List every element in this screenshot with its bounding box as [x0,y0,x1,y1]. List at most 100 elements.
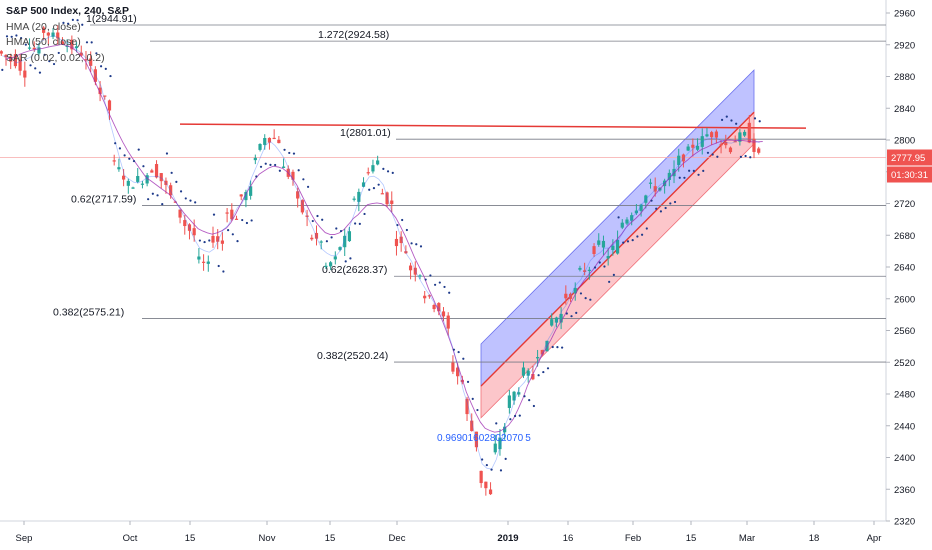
candle-body [578,267,582,270]
sar-dot [509,418,512,421]
candle-body [169,185,173,196]
sar-dot [490,468,493,471]
candle-body [587,269,591,271]
candle-body [145,175,149,184]
candle-body [234,218,239,220]
sar-dot [368,188,371,191]
candle-body [305,215,309,217]
sar-dot [495,422,498,425]
candle-body [423,295,427,299]
sar-dot [194,201,197,204]
sar-dot [335,227,338,230]
sar-dot [415,243,418,246]
sar-dot [575,311,578,314]
sar-dot [198,239,201,242]
sar-dot [339,229,343,233]
candle-body [705,134,709,137]
x-tick-label: 15 [686,533,697,544]
candle-body [366,172,370,174]
fib-level-label: 1(2944.91) [86,13,137,25]
y-tick-label: 2520 [894,358,915,369]
resistance-line [179,123,807,129]
sar-dot [720,118,724,121]
candle-body [70,39,74,50]
y-tick-label: 2840 [894,104,915,115]
sar-dot [462,357,465,360]
y-tick-label: 2920 [894,40,915,51]
candle-body [700,136,704,147]
sar-dot [325,240,328,243]
candle-body [46,32,50,36]
sar-dot [758,120,761,123]
sar-dot [546,367,550,370]
candle-body [225,212,229,214]
sar-dot [212,213,216,216]
sar-dot [264,162,267,165]
sar-dot [664,206,667,210]
candle-body [338,247,342,250]
candle-body [291,171,295,180]
sar-dot [363,212,366,216]
fib-level-label: 1.272(2924.58) [318,29,389,41]
candle-body [742,131,747,136]
sar-dot [551,345,554,349]
x-tick-label: 16 [563,533,574,544]
candle-body [27,47,32,49]
candle-body [253,157,257,161]
candle-body [517,392,521,395]
sar-dot [90,41,93,44]
sar-dot [62,21,65,25]
candle-body [446,315,450,329]
candle-body [140,183,145,185]
sar-dot [245,221,249,225]
sar-dot [617,216,620,219]
sar-dot [330,236,333,239]
candle-body [733,141,737,143]
candle-body [296,191,300,199]
candle-body [239,194,243,197]
candle-body [164,180,168,185]
legend-hma50[interactable]: HMA (50, close) [6,36,81,48]
sar-dot [476,408,479,412]
candle-body [554,317,559,323]
candle-body [385,192,389,205]
candle-body [747,122,751,143]
candle-body [0,51,3,54]
legend-hma20[interactable]: HMA (20, close) [6,20,81,33]
sar-dot [250,219,253,222]
fib-level-label: 0.62(2628.37) [322,264,387,276]
sar-dot [688,169,691,172]
sar-dot [396,223,399,227]
sar-dot [48,59,51,63]
sar-dot [570,315,573,318]
candle-body [136,176,140,182]
legend-title: S&P 500 Index, 240, S&P [6,5,129,17]
candle-body [625,219,629,224]
candle-body [352,198,356,200]
candle-body [615,239,620,254]
sar-dot [123,154,126,157]
candle-body [126,180,130,186]
candle-body [131,187,135,189]
candle-body [437,303,441,312]
candle-body [728,147,733,153]
candle-body [216,236,220,242]
sar-dot [292,152,296,155]
candle-body [484,481,488,489]
candle-body [23,70,27,78]
sar-dot [52,62,56,66]
countdown-badge [887,166,932,183]
candle-body [757,148,761,153]
y-tick-label: 2720 [894,199,915,210]
candle-body [592,246,596,255]
legend-sar[interactable]: SAR (0.02, 0.02, 0.2) [6,51,105,64]
sar-dot [236,240,239,243]
sar-dot [504,457,507,460]
sar-dot [608,280,611,283]
candle-body [441,311,446,317]
sar-dot [593,266,597,269]
sar-dot [579,292,583,295]
candle-body [376,160,380,165]
candle-body [677,155,681,165]
